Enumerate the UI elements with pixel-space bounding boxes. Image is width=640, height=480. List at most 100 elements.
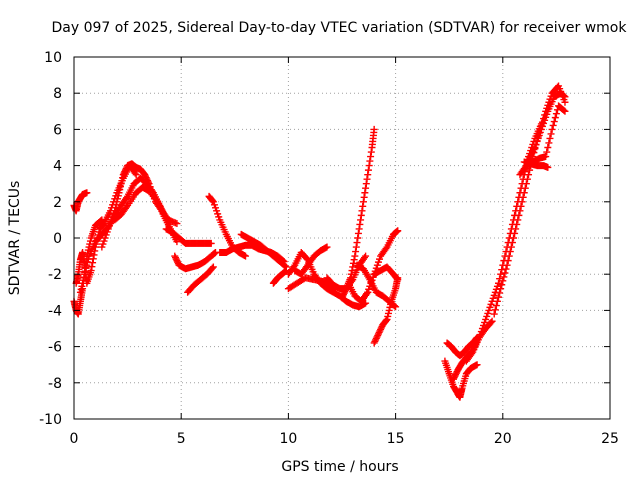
data-point [208, 264, 216, 272]
y-axis-tick-labels: -10 -8 -6 -4 -2 0 2 4 6 8 10 [39, 50, 62, 428]
data-point [242, 252, 250, 260]
chart-title: Day 097 of 2025, Sidereal Day-to-day VTE… [52, 20, 628, 36]
data-point [364, 171, 372, 179]
series-trace-l [237, 230, 290, 271]
data-point [391, 302, 399, 310]
data-point [473, 361, 481, 369]
y-tick-label: 2 [53, 195, 62, 211]
data-point [365, 162, 373, 170]
series-trace-p [291, 243, 331, 278]
data-point [394, 227, 402, 235]
data-point [544, 163, 552, 171]
data-point [357, 216, 365, 224]
data-point [503, 261, 511, 269]
data-point [495, 279, 503, 287]
data-point [501, 269, 509, 277]
data-point [543, 148, 551, 156]
data-point [88, 263, 96, 271]
data-point [342, 286, 350, 294]
series-trace-w [443, 334, 481, 360]
data-point [549, 121, 557, 129]
data-point [515, 211, 523, 219]
series-trace-r [338, 125, 378, 302]
y-tick-label: 0 [53, 231, 62, 247]
series-trace-g [162, 225, 215, 247]
data-point [519, 193, 527, 201]
data-point [492, 302, 500, 310]
data-point [352, 248, 360, 256]
data-point [518, 198, 526, 206]
data-point [552, 110, 560, 118]
data-point [123, 203, 131, 211]
data-points [70, 82, 569, 401]
data-point [209, 263, 217, 271]
data-point [499, 277, 507, 285]
y-tick-label: 6 [53, 122, 62, 138]
data-point [382, 316, 390, 324]
data-point [521, 184, 529, 192]
y-tick-label: -10 [39, 412, 62, 428]
x-tick-label: 0 [70, 431, 79, 447]
data-point [362, 299, 370, 307]
data-point [508, 239, 516, 247]
data-point [382, 245, 390, 253]
data-point [290, 263, 298, 271]
data-point [505, 252, 513, 260]
data-point [525, 171, 533, 179]
data-point [361, 189, 369, 197]
data-point [90, 251, 98, 259]
data-point [547, 130, 555, 138]
data-point [522, 180, 530, 188]
data-point [551, 114, 559, 122]
data-point [83, 189, 91, 197]
data-point [497, 285, 505, 293]
data-point [516, 207, 524, 215]
x-tick-label: 5 [177, 431, 186, 447]
data-point [350, 256, 358, 264]
data-point [500, 273, 508, 281]
data-point [323, 243, 331, 251]
data-point [542, 153, 550, 161]
data-point [514, 216, 522, 224]
data-point [491, 306, 499, 314]
data-point [362, 180, 370, 188]
data-point [353, 239, 361, 247]
data-point [504, 257, 512, 265]
data-point [394, 274, 402, 282]
data-point [511, 229, 519, 237]
data-point [173, 220, 181, 228]
data-point [545, 139, 553, 147]
y-tick-label: -4 [48, 303, 62, 319]
y-tick-label: -8 [48, 376, 62, 392]
data-point [364, 166, 372, 174]
data-point [367, 153, 375, 161]
data-point [355, 225, 363, 233]
data-point [348, 267, 356, 275]
y-tick-label: 8 [53, 86, 62, 102]
data-point [367, 148, 375, 156]
x-tick-label: 10 [279, 431, 297, 447]
series-trace-i [184, 263, 217, 296]
x-tick-label: 15 [387, 431, 405, 447]
data-point [123, 194, 131, 202]
data-point [352, 243, 360, 251]
series-trace-ad [520, 158, 552, 171]
axis-ticks [73, 56, 611, 420]
data-point [498, 281, 506, 289]
data-point [132, 171, 140, 179]
x-tick-label: 20 [494, 431, 512, 447]
data-point [359, 198, 367, 206]
data-point [354, 229, 362, 237]
y-tick-label: 4 [53, 159, 62, 175]
data-point [351, 252, 359, 260]
series-trace-v [370, 274, 402, 347]
x-axis-label: GPS time / hours [281, 459, 398, 475]
data-point [506, 248, 514, 256]
series-trace-h [171, 248, 220, 273]
data-point [359, 202, 367, 210]
x-axis-tick-labels: 0 5 10 15 20 25 [70, 431, 619, 447]
data-point [548, 125, 556, 133]
data-point [517, 202, 525, 210]
data-point [513, 220, 521, 228]
